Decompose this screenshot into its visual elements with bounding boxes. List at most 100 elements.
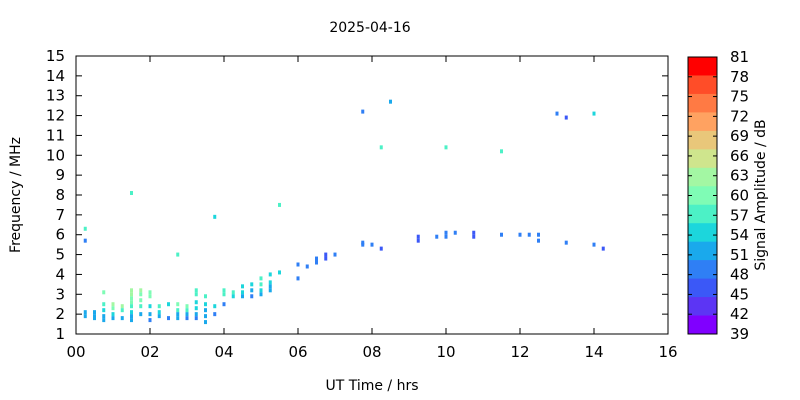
data-point (111, 306, 115, 311)
data-point (139, 304, 143, 309)
colorbar-swatch (688, 186, 717, 206)
plot-frame (75, 55, 669, 335)
data-point (241, 284, 244, 289)
data-point (130, 296, 133, 301)
data-point (148, 290, 152, 295)
x-tick-label: 10 (436, 343, 455, 361)
colorbar-swatch (688, 93, 717, 113)
colorbar-swatch (688, 130, 717, 150)
data-point (333, 252, 337, 257)
data-point (361, 242, 365, 247)
data-point (500, 149, 503, 154)
data-point (102, 290, 106, 295)
data-point (204, 294, 207, 299)
data-point (120, 316, 124, 321)
colorbar-tick-label: 42 (730, 305, 749, 323)
colorbar-swatch (688, 204, 717, 224)
data-point (102, 318, 106, 323)
data-points (83, 99, 605, 325)
y-tick-label: 5 (55, 246, 65, 264)
colorbar-tick-label: 63 (730, 167, 749, 185)
data-point (278, 202, 281, 207)
data-point (416, 234, 420, 239)
data-point (176, 308, 180, 313)
colorbar-swatch (688, 57, 717, 76)
data-point (157, 304, 161, 309)
data-point (361, 109, 365, 114)
data-point (222, 292, 226, 297)
data-point (130, 288, 133, 293)
data-point (444, 145, 448, 150)
x-tick-label: 02 (140, 343, 159, 361)
data-point (315, 256, 318, 261)
data-point (130, 304, 133, 309)
y-tick-label: 6 (55, 226, 65, 244)
data-point (204, 302, 207, 307)
data-point (537, 238, 540, 243)
data-point (259, 292, 263, 297)
data-point (324, 256, 328, 261)
data-point (278, 270, 281, 275)
x-axis-title: UT Time / hrs (325, 378, 418, 394)
colorbar-tick-label: 39 (730, 325, 749, 343)
y-tick-label: 8 (55, 186, 65, 204)
colorbar-tick-label: 69 (730, 127, 749, 145)
data-point (102, 308, 106, 313)
colorbar-swatch (688, 223, 717, 243)
y-tick-label: 12 (46, 107, 65, 125)
colorbar-swatch (688, 112, 717, 132)
data-point (389, 99, 392, 104)
data-point (130, 318, 133, 323)
data-point (194, 288, 198, 293)
data-point (231, 290, 235, 295)
y-tick-label: 10 (46, 146, 65, 164)
data-point (527, 232, 531, 237)
chart-title: 2025-04-16 (329, 20, 410, 36)
data-point (148, 294, 152, 299)
data-point (102, 302, 106, 307)
data-point (241, 294, 244, 299)
colorbar-swatch (688, 278, 717, 298)
data-point (139, 288, 143, 293)
y-tick-label: 7 (55, 206, 65, 224)
data-point (601, 246, 605, 251)
y-tick-label: 1 (55, 325, 65, 343)
colorbar-tick-label: 78 (730, 68, 749, 86)
data-point (93, 310, 96, 315)
x-axis-ticks: 00 02 04 06 08 10 12 14 16 (66, 56, 678, 361)
y-tick-label: 15 (46, 47, 65, 65)
data-point (83, 310, 87, 315)
data-point (185, 312, 189, 317)
x-tick-label: 04 (214, 343, 233, 361)
data-point (268, 272, 272, 277)
data-point (139, 312, 143, 317)
x-tick-label: 06 (288, 343, 307, 361)
colorbar-tick-label: 72 (730, 107, 749, 125)
data-point (83, 238, 87, 243)
data-point (222, 302, 226, 307)
data-point (222, 288, 226, 293)
data-point (120, 304, 124, 309)
data-point (370, 242, 374, 247)
data-point (213, 214, 217, 219)
data-point (130, 314, 133, 319)
data-point (259, 282, 263, 287)
data-point (157, 310, 161, 315)
data-point (231, 294, 235, 299)
data-point (148, 312, 152, 317)
x-tick-label: 12 (510, 343, 529, 361)
data-point (167, 302, 170, 307)
data-point (139, 298, 143, 303)
data-point (120, 308, 124, 313)
data-point (148, 304, 152, 309)
data-point (139, 292, 143, 297)
y-tick-label: 11 (46, 126, 65, 144)
data-point (102, 314, 106, 319)
colorbar-tick-label: 60 (730, 187, 749, 205)
data-point (435, 234, 439, 239)
data-point (93, 316, 96, 321)
colorbar-tick-label: 81 (730, 48, 749, 66)
y-tick-label: 9 (55, 166, 65, 184)
data-point (83, 226, 87, 231)
data-point (241, 290, 244, 295)
